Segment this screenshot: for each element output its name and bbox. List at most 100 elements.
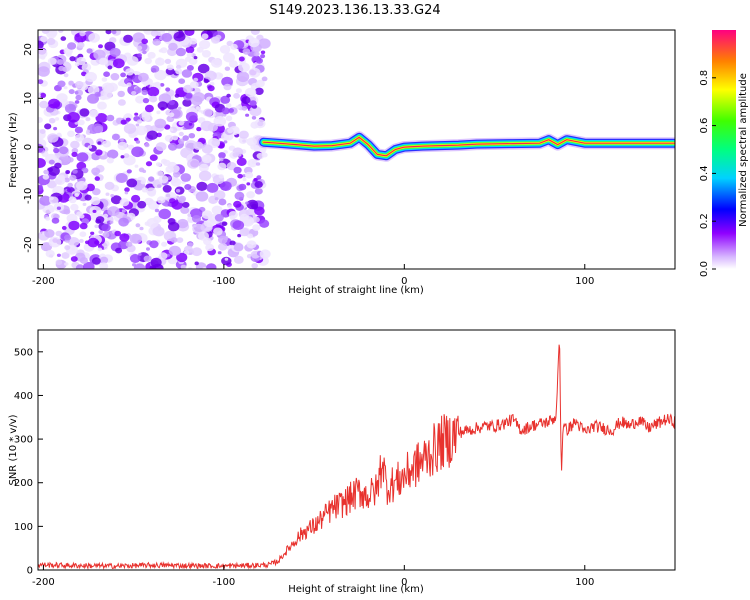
noise-speckle xyxy=(201,33,209,40)
y-tick-label: 100 xyxy=(14,522,33,533)
noise-speckle xyxy=(79,30,86,37)
noise-speckle xyxy=(82,202,87,206)
noise-speckle xyxy=(43,169,49,175)
noise-speckle xyxy=(94,91,101,98)
noise-speckle xyxy=(74,134,85,142)
noise-speckle xyxy=(69,174,77,181)
noise-speckle xyxy=(154,208,160,213)
figure-title: S149.2023.136.13.33.G24 xyxy=(269,3,440,18)
noise-speckle xyxy=(134,112,139,116)
noise-speckle xyxy=(117,90,125,98)
noise-speckle xyxy=(245,113,250,117)
noise-speckle xyxy=(75,264,85,269)
noise-speckle xyxy=(92,188,101,196)
noise-speckle xyxy=(247,159,258,168)
noise-speckle xyxy=(67,112,80,123)
noise-speckle xyxy=(164,58,172,64)
noise-speckle xyxy=(79,222,88,230)
noise-speckle xyxy=(218,198,227,206)
noise-speckle xyxy=(236,157,247,166)
noise-speckle xyxy=(201,210,213,220)
noise-speckle xyxy=(224,257,229,261)
noise-speckle xyxy=(235,152,242,157)
noise-speckle xyxy=(134,87,142,94)
noise-speckle xyxy=(144,57,152,65)
colorbar-tick-label: 0.0 xyxy=(699,261,710,277)
noise-speckle xyxy=(135,140,141,144)
noise-speckle xyxy=(81,63,92,72)
noise-speckle xyxy=(161,241,168,247)
noise-speckle xyxy=(38,117,43,123)
noise-speckle xyxy=(252,224,261,232)
noise-speckle xyxy=(76,152,89,163)
snr-ticks: -200 -100 0 100 0 100 200 300 400 500 xyxy=(14,347,594,588)
noise-speckle xyxy=(186,52,193,58)
noise-speckle xyxy=(221,221,228,227)
noise-speckle xyxy=(55,259,63,266)
noise-speckle xyxy=(86,129,90,133)
noise-speckle xyxy=(92,209,97,213)
noise-speckle xyxy=(144,221,150,226)
noise-speckle xyxy=(124,191,129,195)
noise-speckle xyxy=(182,135,189,141)
noise-speckle xyxy=(146,217,159,228)
noise-speckle xyxy=(104,181,115,190)
noise-speckle xyxy=(101,223,111,232)
noise-speckle xyxy=(38,93,41,98)
noise-speckle xyxy=(98,230,103,234)
noise-speckle xyxy=(138,252,142,256)
noise-speckle xyxy=(74,126,83,134)
noise-speckle xyxy=(105,192,110,196)
noise-speckle xyxy=(63,86,68,90)
y-tick-label: -10 xyxy=(23,188,34,204)
noise-speckle xyxy=(39,195,52,206)
noise-speckle xyxy=(255,162,261,166)
noise-speckle xyxy=(64,234,72,241)
noise-speckle xyxy=(126,82,132,87)
noise-speckle xyxy=(103,246,108,250)
noise-speckle xyxy=(180,264,187,269)
noise-speckle xyxy=(110,194,115,198)
noise-speckle xyxy=(175,64,182,70)
noise-speckle xyxy=(244,87,257,98)
noise-speckle xyxy=(94,240,100,245)
noise-speckle xyxy=(81,167,89,174)
noise-speckle xyxy=(66,188,72,193)
noise-speckle xyxy=(115,247,123,254)
x-tick-label: -200 xyxy=(32,577,55,588)
noise-speckle xyxy=(165,87,171,92)
noise-speckle xyxy=(79,238,84,243)
noise-speckle xyxy=(215,34,222,40)
noise-speckle xyxy=(149,240,159,249)
noise-speckle xyxy=(64,245,71,251)
noise-speckle xyxy=(246,240,257,249)
noise-speckle xyxy=(233,92,241,99)
noise-speckle xyxy=(74,91,79,95)
noise-speckle xyxy=(152,38,161,46)
noise-speckle xyxy=(220,95,231,104)
noise-speckle xyxy=(253,51,260,57)
noise-speckle xyxy=(247,233,254,239)
noise-speckle xyxy=(97,247,103,252)
noise-speckle xyxy=(218,242,228,251)
noise-speckle xyxy=(154,118,167,129)
noise-speckle xyxy=(202,156,208,162)
noise-speckle xyxy=(68,237,80,247)
noise-speckle xyxy=(158,252,168,260)
noise-speckle xyxy=(181,69,193,78)
noise-speckle xyxy=(173,31,186,42)
noise-speckle xyxy=(219,181,232,192)
noise-speckle xyxy=(185,111,198,122)
noise-speckle xyxy=(158,208,171,220)
noise-speckle xyxy=(65,170,71,174)
noise-speckle xyxy=(39,129,46,134)
noise-speckle xyxy=(226,93,231,98)
noise-speckle xyxy=(75,95,82,101)
noise-speckle xyxy=(135,125,148,136)
noise-speckle xyxy=(244,171,254,179)
noise-speckle xyxy=(206,263,217,269)
spectrogram-ylabel: Frequency (Hz) xyxy=(8,112,19,188)
noise-speckle xyxy=(56,132,62,137)
noise-speckle xyxy=(193,141,204,150)
noise-speckle xyxy=(229,60,238,68)
